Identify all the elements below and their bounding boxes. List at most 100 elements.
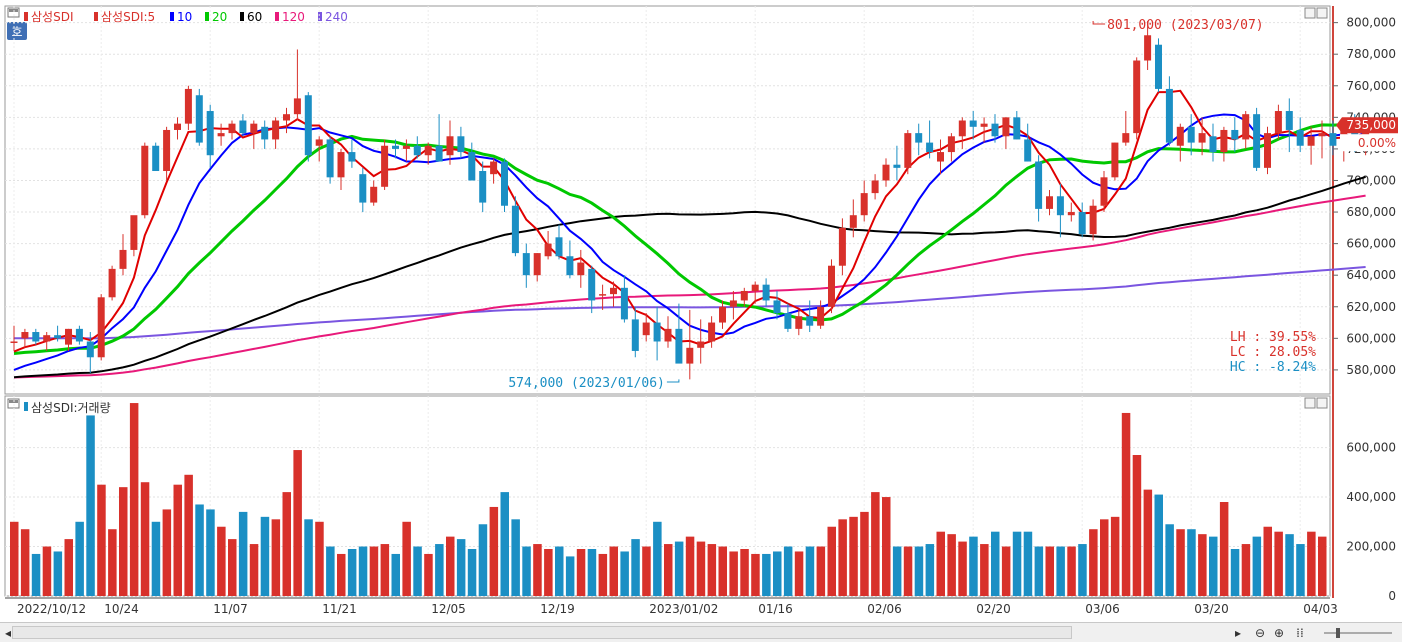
candle-body: [424, 145, 432, 156]
zoom-out-icon[interactable]: ⊖: [1254, 626, 1266, 640]
volume-bar: [1165, 524, 1174, 596]
volume-bar: [260, 516, 270, 596]
current-change-label: 0.00%: [1358, 136, 1396, 150]
volume-bar: [10, 521, 19, 596]
zoom-slider[interactable]: [1322, 627, 1394, 639]
candle-body: [937, 152, 944, 162]
volume-bar: [456, 539, 466, 596]
volume-bar: [31, 553, 41, 596]
volume-bar: [1241, 544, 1251, 596]
volume-bar: [729, 551, 738, 596]
candle-body: [1329, 133, 1337, 146]
candle-body: [1274, 111, 1282, 134]
volume-bar: [489, 506, 499, 596]
candle-body: [370, 186, 378, 203]
candle-body: [610, 287, 617, 295]
candle-body: [239, 120, 247, 134]
candle-body: [599, 294, 607, 296]
volume-bar: [337, 553, 346, 596]
volume-bar: [238, 511, 248, 596]
volume-bars: [10, 403, 1327, 596]
volume-bar: [980, 544, 989, 596]
candle-body: [828, 265, 835, 307]
volume-panel-restore-icon[interactable]: [1304, 397, 1316, 409]
volume-legend: 삼성SDI:거래량: [24, 401, 111, 415]
candle-body: [871, 180, 879, 194]
volume-bar: [435, 544, 444, 596]
volume-bar: [544, 549, 553, 596]
volume-bar: [653, 521, 662, 596]
candle-body: [119, 249, 127, 269]
volume-bar: [642, 546, 651, 596]
stat-lc: LC : 28.05%: [1230, 345, 1316, 360]
candle-body: [21, 332, 29, 339]
candle-body: [838, 227, 846, 266]
horizontal-scrollbar[interactable]: [12, 626, 1072, 639]
volume-bar: [500, 492, 509, 596]
candle-body: [686, 347, 694, 364]
volume-bar: [140, 482, 150, 596]
volume-tick-label: 0: [1388, 589, 1396, 603]
candle-body: [337, 152, 345, 178]
candle-body: [228, 123, 236, 134]
candle-body: [1111, 142, 1119, 178]
panel-close-icon[interactable]: [1316, 7, 1328, 19]
candle-body: [773, 300, 781, 314]
date-tick-label: 10/24: [104, 602, 139, 616]
volume-bar: [1121, 412, 1131, 596]
candle-body: [446, 136, 454, 156]
volume-bar: [467, 549, 477, 596]
price-tick-label: 700,000: [1346, 173, 1396, 187]
volume-bar: [718, 546, 727, 596]
volume-bar: [1089, 529, 1098, 596]
candle-body: [250, 123, 258, 134]
legend-swatch-ma60: [240, 12, 244, 21]
candle-body: [1144, 35, 1152, 61]
candle-body: [544, 243, 552, 257]
volume-bar: [1263, 526, 1272, 596]
grid-density-icon[interactable]: ⁞⁞: [1296, 626, 1304, 640]
volume-bar: [1252, 536, 1262, 596]
panel-restore-icon[interactable]: [1304, 7, 1316, 19]
price-tick-label: 780,000: [1346, 47, 1396, 61]
candle-body: [642, 322, 650, 336]
date-tick-label: 01/16: [758, 602, 793, 616]
date-tick-label: 11/07: [213, 602, 248, 616]
legend: 삼성SDI 삼성SDI:5 10 20 60 120 240: [24, 10, 348, 24]
high-annotation: 801,000 (2023/03/07): [1092, 18, 1264, 33]
candle-body: [43, 335, 51, 342]
volume-bar: [685, 536, 695, 596]
volume-bar: [446, 536, 455, 596]
candle-body: [784, 313, 792, 329]
candle-body: [326, 139, 334, 178]
candle-body: [817, 306, 825, 326]
volume-bar: [293, 450, 302, 596]
volume-bar: [369, 546, 379, 596]
candle-body: [631, 319, 639, 351]
toggle-button[interactable]: [7, 22, 27, 40]
candle-body: [293, 98, 301, 115]
candle-body: [893, 164, 901, 168]
left-scroll-arrow[interactable]: ◂: [4, 626, 12, 640]
candle-body: [1198, 133, 1206, 143]
volume-bar: [522, 546, 531, 596]
legend-ma20: 20: [212, 10, 227, 24]
current-price-tag: 735,000 0.00%: [1336, 117, 1398, 152]
candle-body: [1187, 126, 1195, 143]
volume-panel-close-icon[interactable]: [1316, 397, 1328, 409]
volume-bar: [271, 519, 281, 596]
zoom-in-icon[interactable]: ⊕: [1273, 626, 1285, 640]
candle-body: [533, 253, 541, 276]
ma20-line: [13, 123, 1367, 355]
date-tick-label: 2023/01/02: [649, 602, 718, 616]
price-tick-label: 660,000: [1346, 237, 1396, 251]
volume-bar: [1209, 536, 1218, 596]
volume-bar: [816, 546, 826, 596]
toggle-button-label: 호: [11, 25, 22, 39]
candle-body: [708, 322, 716, 342]
candle-body: [468, 152, 476, 181]
candle-body: [108, 268, 116, 298]
candle-body: [490, 161, 498, 175]
candle-body: [1100, 177, 1108, 206]
right-scroll-arrow[interactable]: ▸: [1234, 626, 1242, 640]
